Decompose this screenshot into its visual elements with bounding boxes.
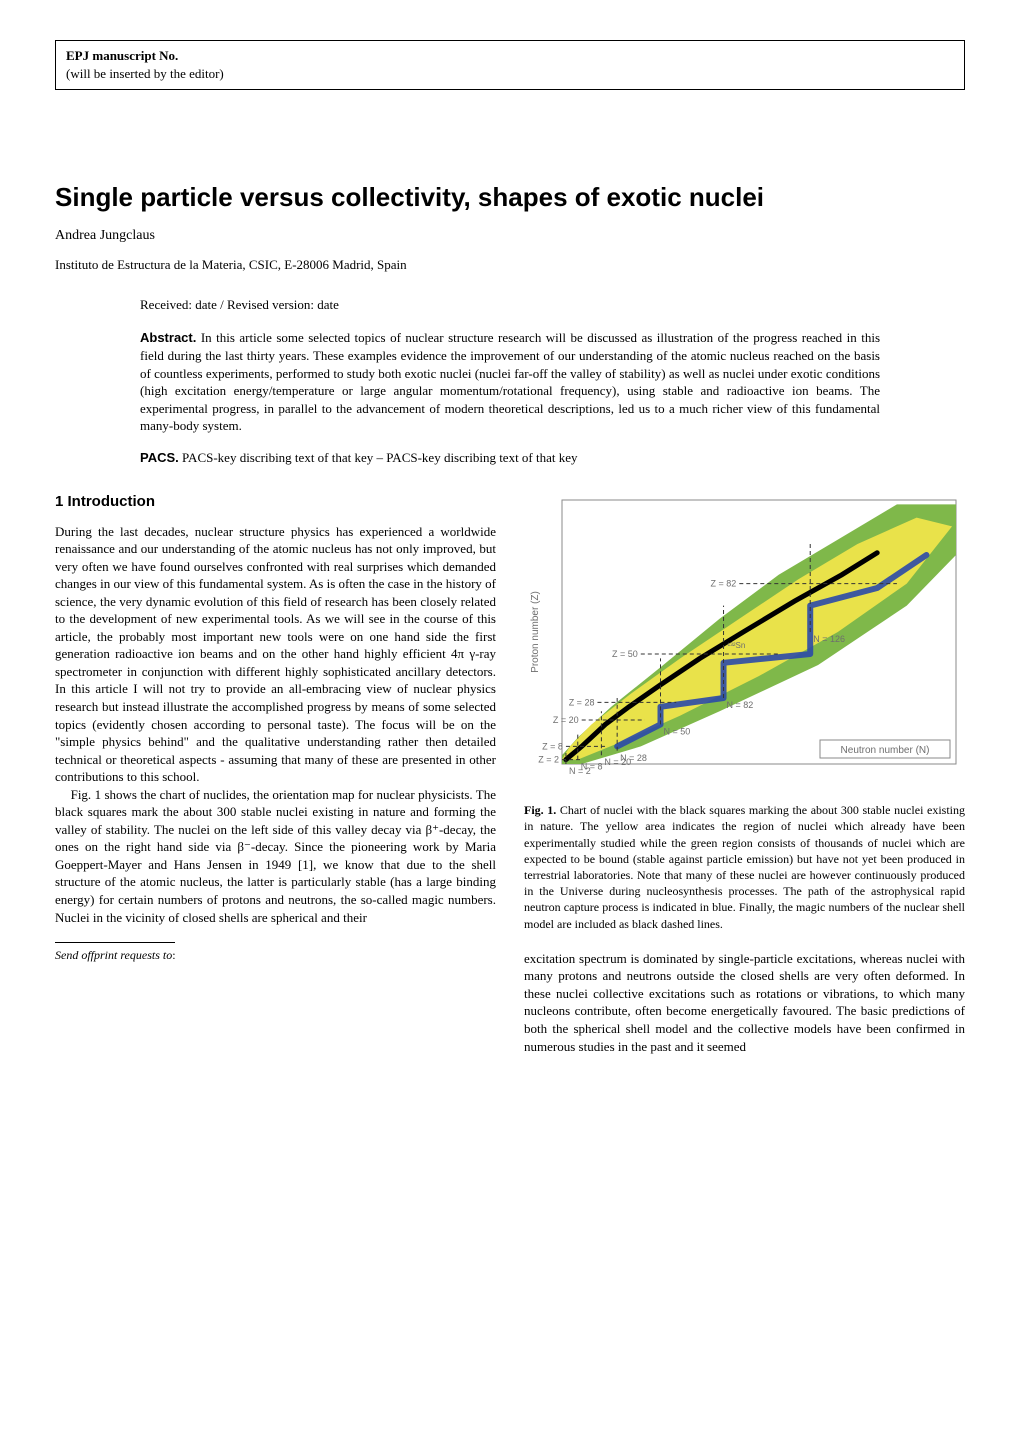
left-column: 1 Introduction During the last decades, …: [55, 492, 496, 963]
intro-para-1: During the last decades, nuclear structu…: [55, 523, 496, 786]
abstract-block: Abstract. In this article some selected …: [140, 329, 880, 434]
author-name: Andrea Jungclaus: [55, 227, 965, 246]
author-affiliation: Instituto de Estructura de la Materia, C…: [55, 256, 965, 274]
svg-text:N = 8: N = 8: [581, 762, 603, 772]
svg-text:Z = 8: Z = 8: [542, 742, 563, 752]
svg-text:¹³²Sn: ¹³²Sn: [728, 641, 746, 650]
svg-text:N = 82: N = 82: [727, 700, 754, 710]
section-1-heading: 1 Introduction: [55, 492, 496, 512]
svg-text:Z = 2: Z = 2: [538, 755, 559, 765]
figure-1-label: Fig. 1.: [524, 803, 556, 817]
svg-text:Z = 50: Z = 50: [612, 649, 638, 659]
intro-para-2: Fig. 1 shows the chart of nuclides, the …: [55, 786, 496, 926]
svg-text:N = 126: N = 126: [813, 634, 845, 644]
footnote-label: Send offprint requests to: [55, 948, 172, 962]
manuscript-header-box: EPJ manuscript No. (will be inserted by …: [55, 40, 965, 90]
footnote-tail: :: [172, 948, 175, 962]
received-line: Received: date / Revised version: date: [140, 296, 965, 314]
pacs-label: PACS.: [140, 450, 179, 465]
manuscript-editor-note: (will be inserted by the editor): [66, 65, 954, 83]
svg-text:Proton number (Z): Proton number (Z): [530, 591, 541, 673]
figure-1: Z = 2Z = 8Z = 20Z = 28Z = 50Z = 82N = 2N…: [524, 492, 965, 792]
abstract-label: Abstract.: [140, 330, 196, 345]
pacs-block: PACS. PACS-key discribing text of that k…: [140, 449, 965, 467]
svg-text:N = 28: N = 28: [620, 753, 647, 763]
footnote-rule: [55, 942, 175, 943]
figure-1-caption: Fig. 1. Chart of nuclei with the black s…: [524, 802, 965, 932]
intro-para-3: excitation spectrum is dominated by sing…: [524, 950, 965, 1055]
footnote: Send offprint requests to:: [55, 947, 496, 963]
abstract-text: In this article some selected topics of …: [140, 330, 880, 433]
svg-text:Z = 28: Z = 28: [569, 698, 595, 708]
right-column: Z = 2Z = 8Z = 20Z = 28Z = 50Z = 82N = 2N…: [524, 492, 965, 1055]
nuclide-chart-svg: Z = 2Z = 8Z = 20Z = 28Z = 50Z = 82N = 2N…: [524, 492, 964, 792]
svg-text:Z = 20: Z = 20: [553, 715, 579, 725]
pacs-text: PACS-key discribing text of that key – P…: [182, 450, 578, 465]
svg-text:Neutron number (N): Neutron number (N): [841, 745, 930, 756]
svg-text:N = 50: N = 50: [664, 727, 691, 737]
manuscript-no-label: EPJ manuscript No.: [66, 47, 954, 65]
two-column-layout: 1 Introduction During the last decades, …: [55, 492, 965, 1055]
article-title: Single particle versus collectivity, sha…: [55, 180, 965, 215]
figure-1-caption-text: Chart of nuclei with the black squares m…: [524, 803, 965, 930]
svg-text:Z = 82: Z = 82: [711, 579, 737, 589]
